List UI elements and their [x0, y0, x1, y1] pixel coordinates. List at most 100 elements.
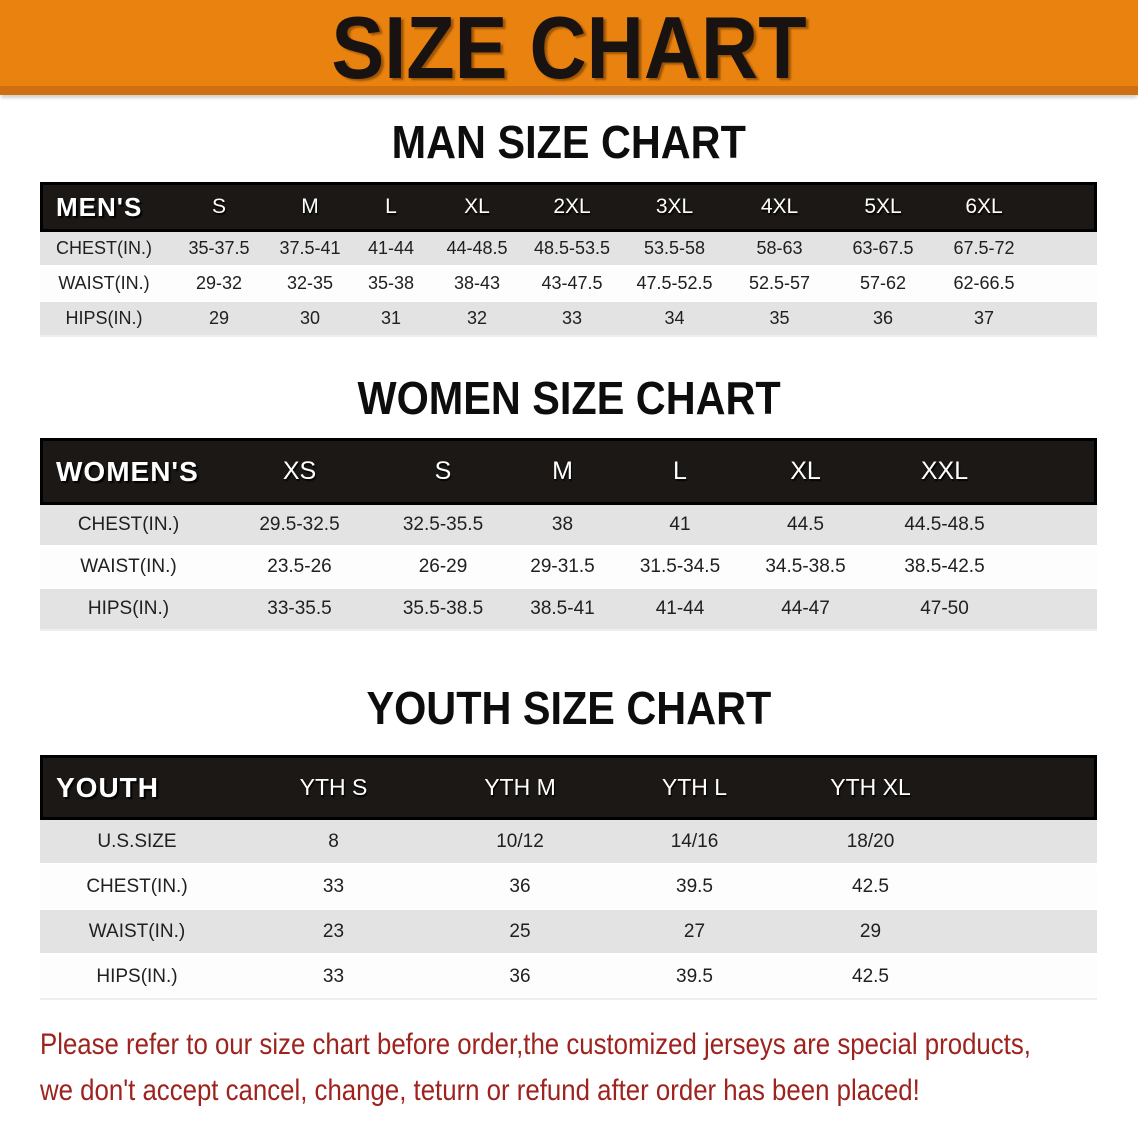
size-cell: 32.5-35.5 — [382, 505, 504, 547]
size-cell: 67.5-72 — [934, 232, 1034, 267]
size-cell: 29 — [782, 910, 959, 955]
page-title: SIZE CHART — [331, 0, 807, 97]
size-cell: 37 — [934, 302, 1034, 337]
size-column-header: YTH L — [607, 755, 782, 820]
size-cell: 53.5-58 — [622, 232, 727, 267]
size-column-header: XL — [432, 182, 522, 232]
row-label: CHEST(IN.) — [40, 505, 217, 547]
banner: SIZE CHART — [0, 0, 1138, 95]
size-cell: 33 — [234, 955, 433, 1000]
size-column-header: M — [270, 182, 350, 232]
size-cell: 32-35 — [270, 267, 350, 302]
row-label: WAIST(IN.) — [40, 910, 234, 955]
size-cell: 35-38 — [350, 267, 432, 302]
size-cell: 31.5-34.5 — [621, 547, 739, 589]
size-column-header: YTH XL — [782, 755, 959, 820]
header-spacer — [959, 755, 1097, 820]
women-size-table: WOMEN'S XS S M L XL XXL CHEST(IN.) 29.5-32.5 32.… — [40, 438, 1097, 631]
women-section-heading: WOMEN SIZE CHART — [0, 371, 1138, 425]
size-column-header: YTH S — [234, 755, 433, 820]
table-row: CHEST(IN.) 29.5-32.5 32.5-35.5 38 41 44.5 44.5… — [40, 505, 1097, 547]
size-cell: 29-31.5 — [504, 547, 621, 589]
size-cell: 37.5-41 — [270, 232, 350, 267]
size-column-header: 6XL — [934, 182, 1034, 232]
size-cell: 30 — [270, 302, 350, 337]
size-cell: 31 — [350, 302, 432, 337]
size-column-header: 2XL — [522, 182, 622, 232]
table-row: U.S.SIZE 8 10/12 14/16 18/20 — [40, 820, 1097, 865]
size-column-header: XS — [217, 438, 382, 505]
men-heading-text: MAN SIZE CHART — [391, 116, 747, 168]
size-cell: 57-62 — [832, 267, 934, 302]
size-cell: 36 — [433, 955, 607, 1000]
size-cell: 38-43 — [432, 267, 522, 302]
group-label: YOUTH — [40, 755, 234, 820]
row-spacer — [959, 820, 1097, 865]
size-cell: 33 — [522, 302, 622, 337]
size-cell: 44-48.5 — [432, 232, 522, 267]
size-cell: 33 — [234, 865, 433, 910]
size-cell: 29.5-32.5 — [217, 505, 382, 547]
table-row: CHEST(IN.) 33 36 39.5 42.5 — [40, 865, 1097, 910]
size-cell: 47-50 — [872, 589, 1017, 631]
row-spacer — [1034, 302, 1097, 337]
size-cell: 25 — [433, 910, 607, 955]
size-cell: 62-66.5 — [934, 267, 1034, 302]
size-column-header: XL — [739, 438, 872, 505]
size-cell: 44-47 — [739, 589, 872, 631]
disclaimer-line: we don't accept cancel, change, teturn o… — [40, 1074, 920, 1107]
size-cell: 34 — [622, 302, 727, 337]
row-label: HIPS(IN.) — [40, 589, 217, 631]
row-label: WAIST(IN.) — [40, 267, 168, 302]
size-column-header: 5XL — [832, 182, 934, 232]
size-column-header: 3XL — [622, 182, 727, 232]
size-cell: 8 — [234, 820, 433, 865]
row-label: HIPS(IN.) — [40, 955, 234, 1000]
row-spacer — [1017, 589, 1097, 631]
size-cell: 35 — [727, 302, 832, 337]
size-cell: 34.5-38.5 — [739, 547, 872, 589]
size-cell: 44.5-48.5 — [872, 505, 1017, 547]
size-cell: 32 — [432, 302, 522, 337]
size-cell: 27 — [607, 910, 782, 955]
size-cell: 52.5-57 — [727, 267, 832, 302]
disclaimer-line: Please refer to our size chart before or… — [40, 1028, 1031, 1061]
size-cell: 48.5-53.5 — [522, 232, 622, 267]
size-column-header: 4XL — [727, 182, 832, 232]
table-header-row: MEN'S S M L XL 2XL 3XL 4XL 5XL 6XL — [40, 182, 1097, 232]
size-cell: 63-67.5 — [832, 232, 934, 267]
row-label: WAIST(IN.) — [40, 547, 217, 589]
size-column-header: L — [621, 438, 739, 505]
size-column-header: M — [504, 438, 621, 505]
header-spacer — [1017, 438, 1097, 505]
size-cell: 29 — [168, 302, 270, 337]
size-cell: 38.5-42.5 — [872, 547, 1017, 589]
table-row: HIPS(IN.) 33 36 39.5 42.5 — [40, 955, 1097, 1000]
row-spacer — [1034, 232, 1097, 267]
size-cell: 39.5 — [607, 865, 782, 910]
size-cell: 39.5 — [607, 955, 782, 1000]
row-spacer — [1034, 267, 1097, 302]
size-cell: 58-63 — [727, 232, 832, 267]
table-header-row: YOUTH YTH S YTH M YTH L YTH XL — [40, 755, 1097, 820]
row-spacer — [959, 865, 1097, 910]
men-size-table: MEN'S S M L XL 2XL 3XL 4XL 5XL 6XL CHEST(IN.) 35-3… — [40, 182, 1097, 337]
size-cell: 23 — [234, 910, 433, 955]
size-cell: 14/16 — [607, 820, 782, 865]
size-column-header: S — [168, 182, 270, 232]
table-row: WAIST(IN.) 29-32 32-35 35-38 38-43 43-47.5 47.… — [40, 267, 1097, 302]
size-cell: 33-35.5 — [217, 589, 382, 631]
row-spacer — [959, 955, 1097, 1000]
size-cell: 43-47.5 — [522, 267, 622, 302]
size-cell: 41-44 — [350, 232, 432, 267]
size-cell: 10/12 — [433, 820, 607, 865]
row-label: U.S.SIZE — [40, 820, 234, 865]
table-row: WAIST(IN.) 23.5-26 26-29 29-31.5 31.5-34.5 34… — [40, 547, 1097, 589]
table-row: CHEST(IN.) 35-37.5 37.5-41 41-44 44-48.5 48.5… — [40, 232, 1097, 267]
table-row: HIPS(IN.) 29 30 31 32 33 34 35 36 37 — [40, 302, 1097, 337]
size-cell: 35.5-38.5 — [382, 589, 504, 631]
men-section-heading: MAN SIZE CHART — [0, 115, 1138, 169]
table-header-row: WOMEN'S XS S M L XL XXL — [40, 438, 1097, 505]
size-cell: 42.5 — [782, 955, 959, 1000]
row-label: HIPS(IN.) — [40, 302, 168, 337]
